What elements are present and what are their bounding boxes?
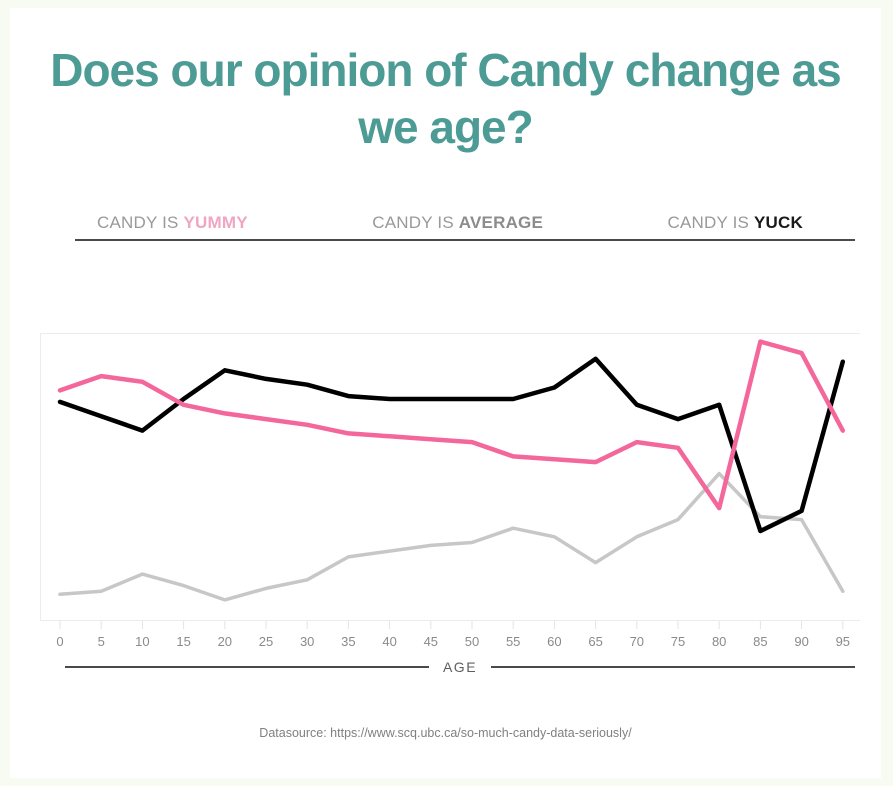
legend-item-yuck[interactable]: CANDY IS YUCK bbox=[668, 213, 804, 233]
page-title: Does our opinion of Candy change as we a… bbox=[10, 42, 881, 156]
x-axis-tick-label: 5 bbox=[98, 634, 105, 649]
x-axis-tick-label: 60 bbox=[547, 634, 561, 649]
x-axis-tick-label: 20 bbox=[218, 634, 232, 649]
x-axis-title: AGE bbox=[442, 659, 478, 675]
x-axis-tick-label: 70 bbox=[630, 634, 644, 649]
x-axis-title-row: AGE bbox=[65, 659, 856, 675]
x-axis-tick-label: 35 bbox=[341, 634, 355, 649]
dashboard-card: Does our opinion of Candy change as we a… bbox=[10, 8, 881, 778]
x-axis-tick-label: 10 bbox=[135, 634, 149, 649]
x-axis-tick-label: 90 bbox=[794, 634, 808, 649]
x-axis-tick-label: 30 bbox=[300, 634, 314, 649]
x-axis-tick-label: 0 bbox=[56, 634, 63, 649]
line-chart-svg[interactable]: 0 5 10 15 20 25 30 35 40 45 50 55 60 65 70 75 80 85 90 95 bbox=[40, 333, 860, 655]
x-axis-tick-label: 65 bbox=[588, 634, 602, 649]
age-rule-left bbox=[65, 666, 429, 668]
x-axis-tick-label: 40 bbox=[382, 634, 396, 649]
candy-opinion-line-chart[interactable]: 0 5 10 15 20 25 30 35 40 45 50 55 60 65 70 75 80 85 90 95 bbox=[40, 333, 860, 655]
legend-item-yummy[interactable]: CANDY IS YUMMY bbox=[97, 213, 248, 233]
legend-prefix: CANDY IS bbox=[667, 213, 755, 232]
x-axis-tick-label: 15 bbox=[176, 634, 190, 649]
datasource-caption: Datasource: https://www.scq.ubc.ca/so-mu… bbox=[259, 726, 632, 740]
x-axis-tick-label: 75 bbox=[671, 634, 685, 649]
x-axis-tick-label: 95 bbox=[836, 634, 850, 649]
legend-prefix: CANDY IS bbox=[372, 213, 459, 232]
chart-legend: CANDY IS YUMMY CANDY IS AVERAGE CANDY IS… bbox=[97, 213, 803, 233]
series-line-candy-is-average[interactable] bbox=[58, 471, 845, 602]
x-axis-tick-label: 25 bbox=[259, 634, 273, 649]
x-axis-tick-label: 55 bbox=[506, 634, 520, 649]
legend-item-average[interactable]: CANDY IS AVERAGE bbox=[372, 213, 543, 233]
x-axis-tick-label: 45 bbox=[424, 634, 438, 649]
page-title-line2: we age? bbox=[358, 101, 534, 153]
series-line-candy-is-yummy[interactable] bbox=[57, 339, 846, 511]
page-title-line1: Does our opinion of Candy change as bbox=[50, 44, 842, 96]
series-line-candy-is-yuck[interactable] bbox=[57, 356, 846, 534]
legend-word-yummy: YUMMY bbox=[183, 213, 248, 232]
x-axis-tick-label: 85 bbox=[753, 634, 767, 649]
legend-word-yuck: YUCK bbox=[754, 213, 803, 232]
legend-divider-line bbox=[75, 239, 855, 241]
legend-prefix: CANDY IS bbox=[97, 213, 184, 232]
x-axis-tick-label: 50 bbox=[465, 634, 479, 649]
age-rule-right bbox=[491, 666, 856, 668]
x-axis-tick-label: 80 bbox=[712, 634, 726, 649]
legend-word-average: AVERAGE bbox=[458, 213, 544, 232]
